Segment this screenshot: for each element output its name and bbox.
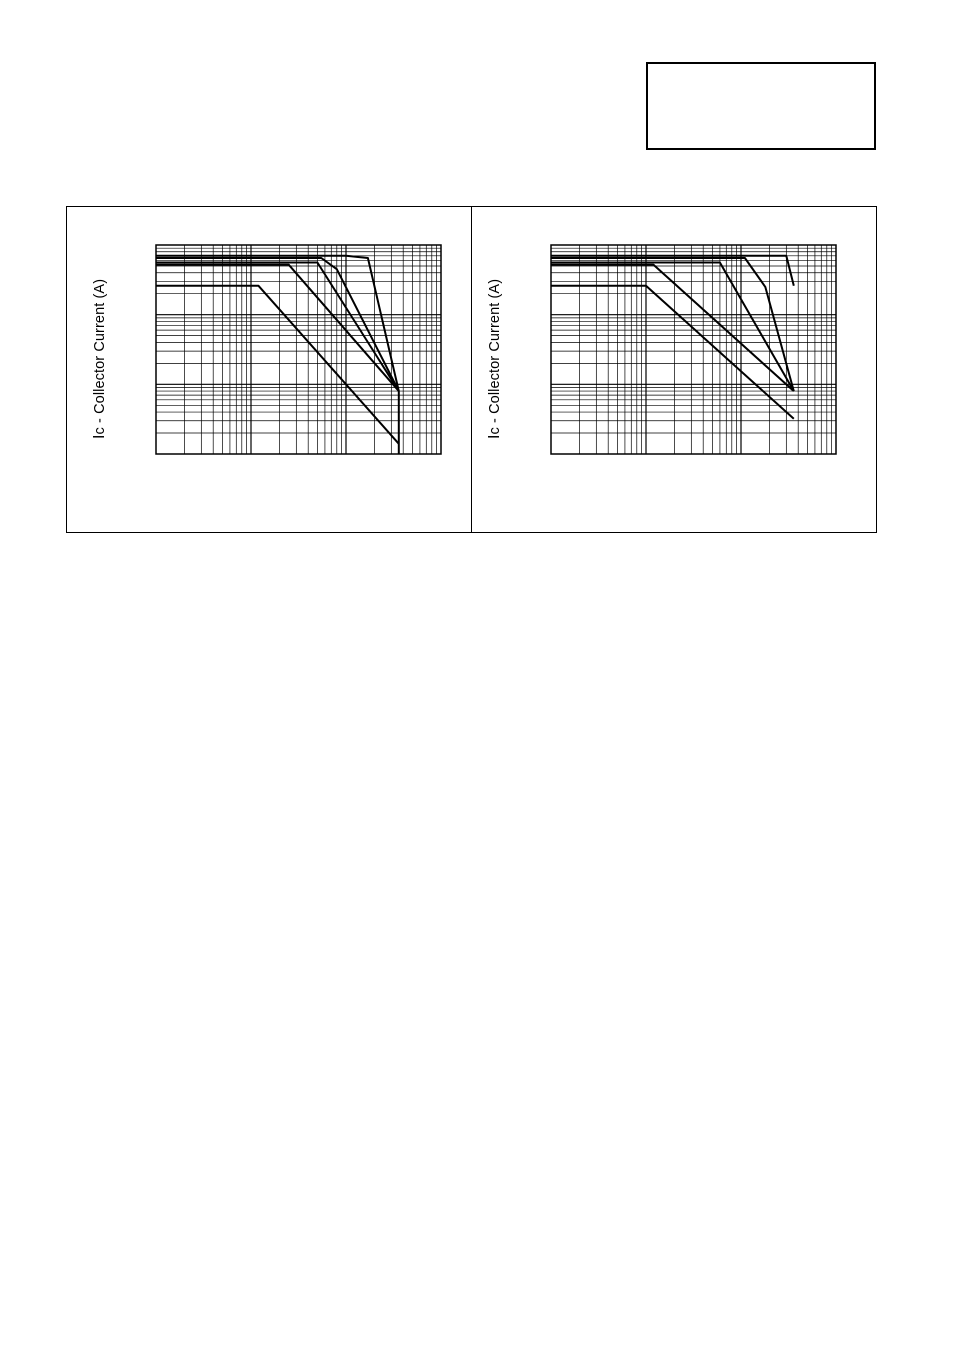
series-line [551,284,795,420]
plot-frame [550,244,837,455]
y-axis-label: Ic - Collector Current (A) [91,279,109,439]
series-line [156,284,400,445]
series-line [551,261,795,392]
panel-divider [471,207,472,532]
y-axis-symbol: I [91,434,108,439]
series-line [551,254,795,287]
charts-panel: Ic - Collector Current (A) Ic - Collecto… [66,206,877,533]
soa-chart-left [155,244,442,455]
series-line [156,254,400,392]
series-line [156,261,400,392]
y-axis-symbol: I [486,434,503,439]
series-line [156,257,400,392]
series-line [551,257,795,392]
y-axis-text: c - Collector Current (A) [92,278,108,435]
series-line [551,263,795,392]
y-axis-text: c - Collector Current (A) [487,278,503,435]
plot-frame [155,244,442,455]
soa-chart-right [550,244,837,455]
series-line [156,263,400,392]
header-box [646,62,876,150]
y-axis-label: Ic - Collector Current (A) [486,279,504,439]
